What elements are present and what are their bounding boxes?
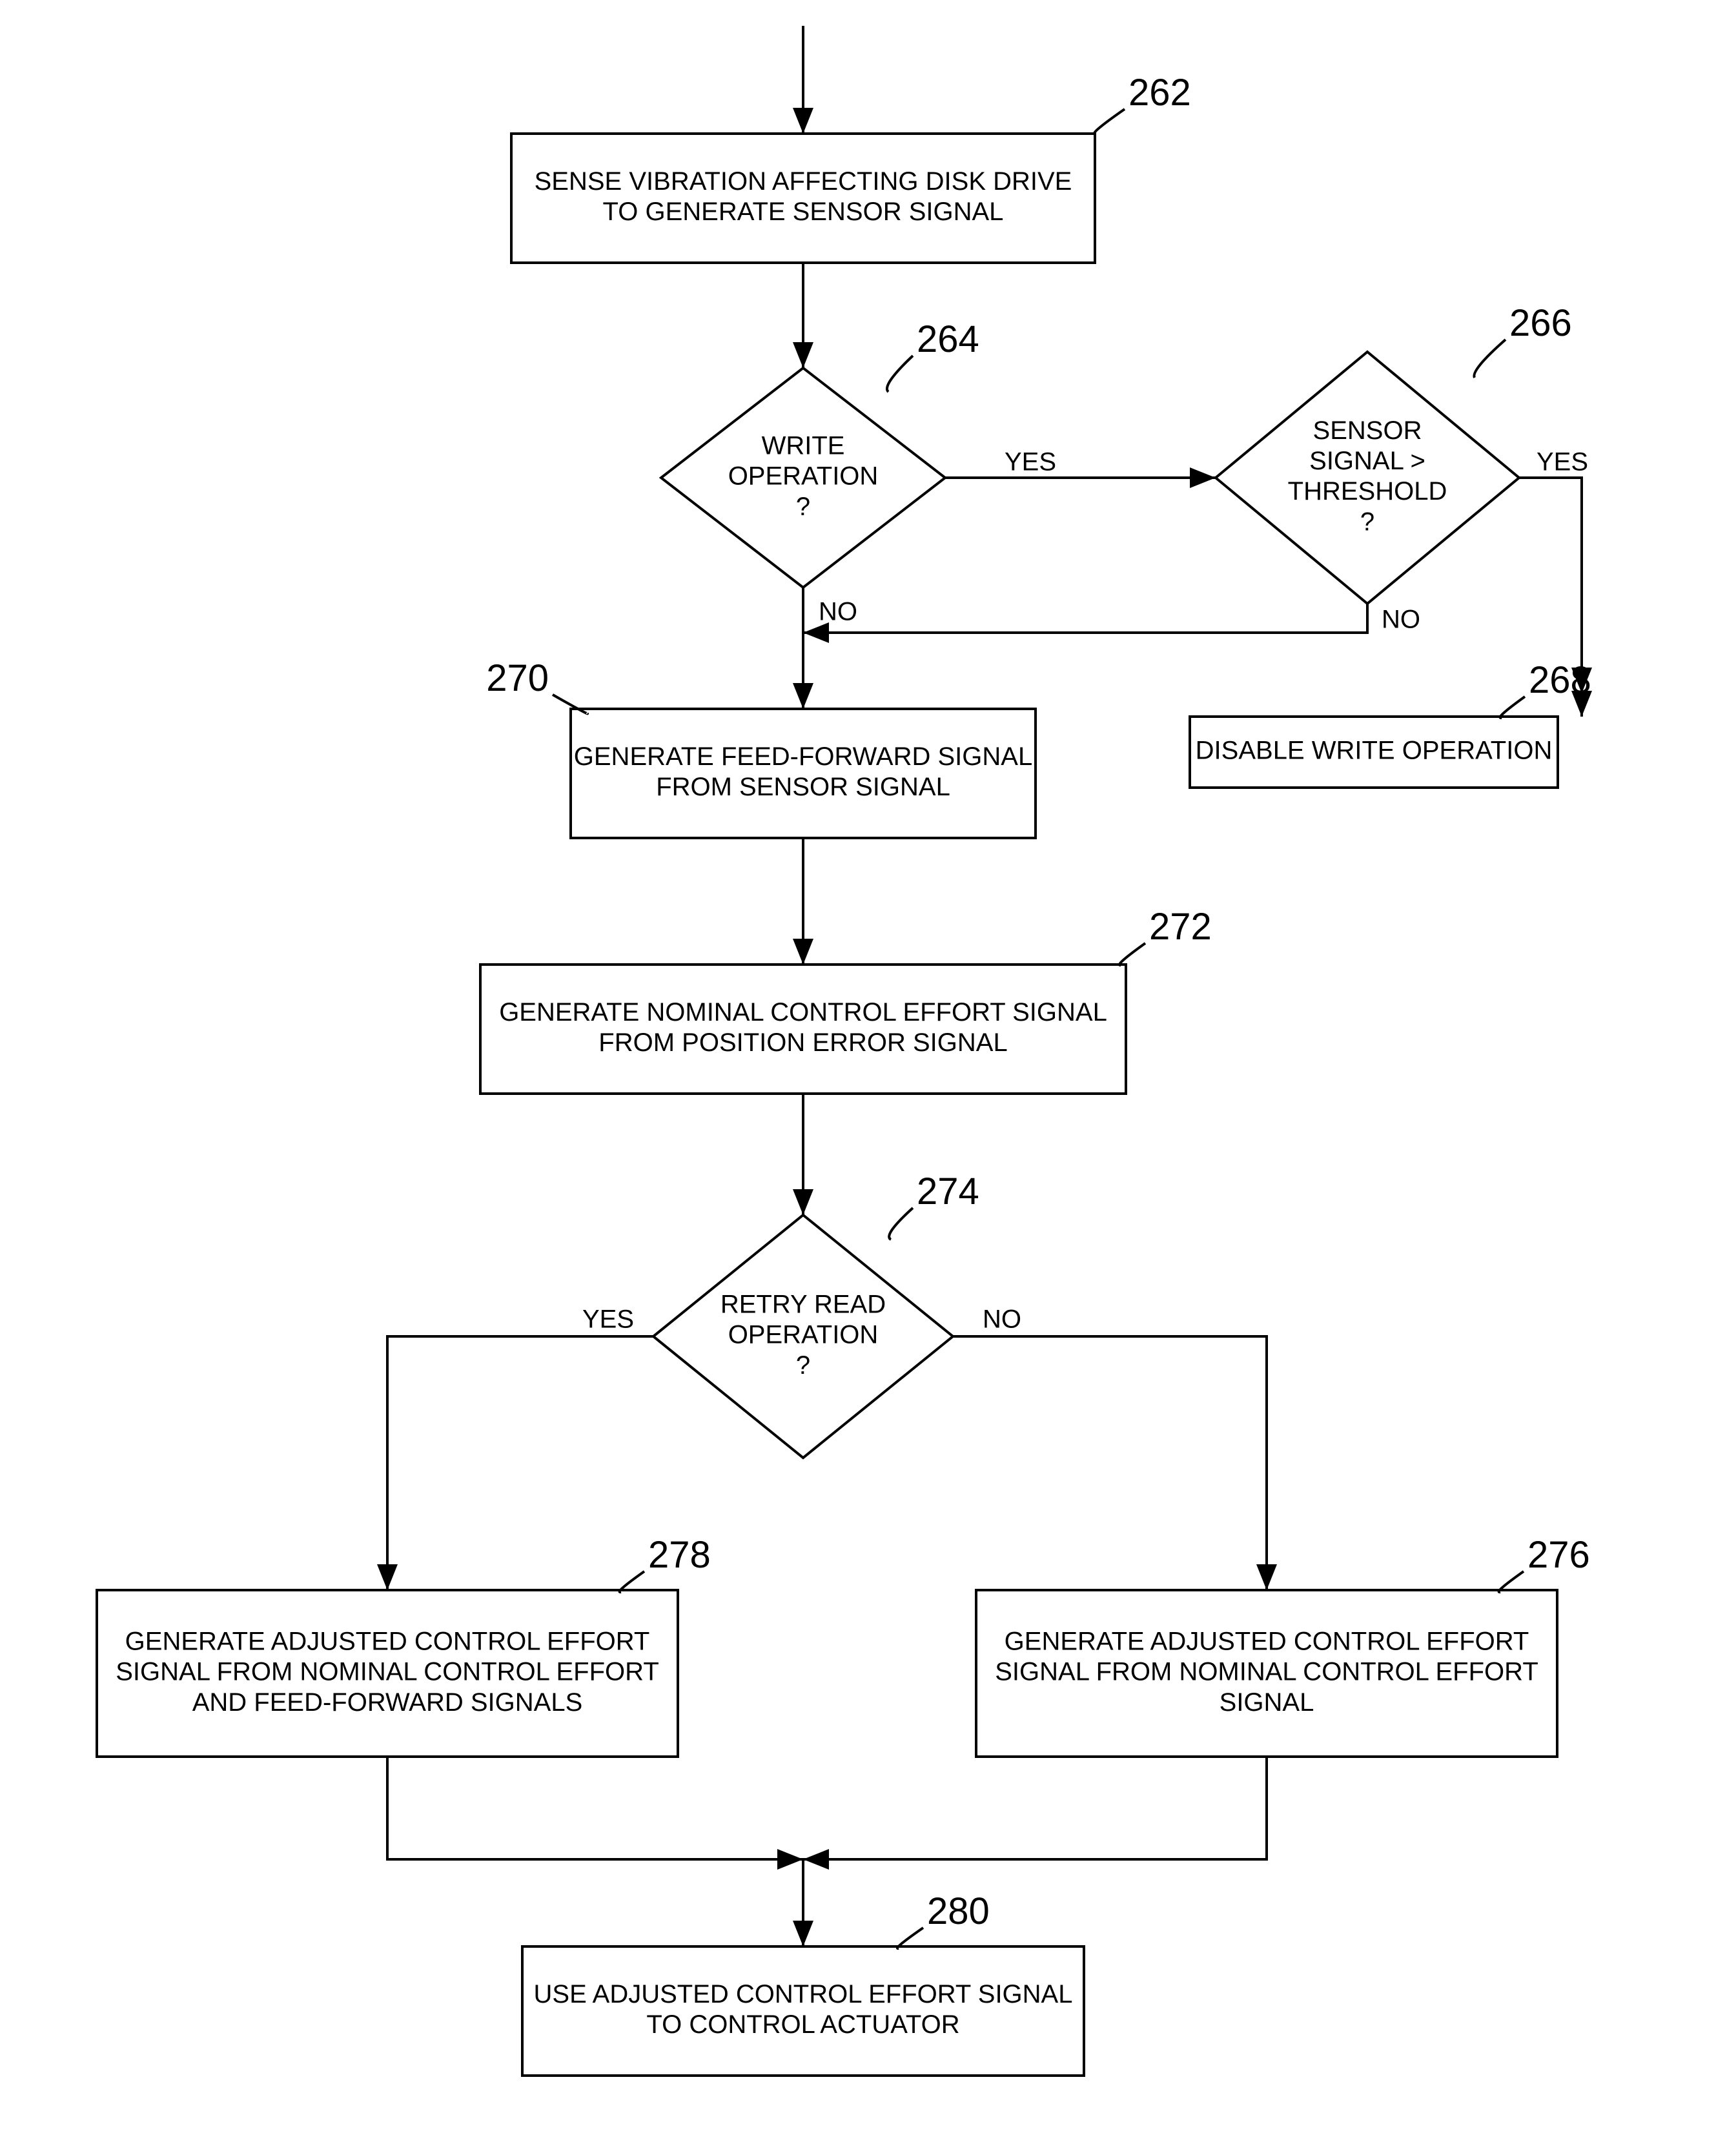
svg-text:280: 280 bbox=[927, 1890, 990, 1932]
svg-text:SIGNAL FROM NOMINAL CONTROL EF: SIGNAL FROM NOMINAL CONTROL EFFORT bbox=[995, 1658, 1538, 1686]
svg-text:266: 266 bbox=[1509, 302, 1572, 344]
svg-text:GENERATE ADJUSTED CONTROL EFFO: GENERATE ADJUSTED CONTROL EFFORT bbox=[125, 1627, 650, 1655]
svg-text:SIGNAL >: SIGNAL > bbox=[1309, 447, 1425, 475]
svg-text:NO: NO bbox=[819, 598, 857, 626]
svg-text:OPERATION: OPERATION bbox=[728, 1321, 879, 1349]
svg-text:NO: NO bbox=[983, 1305, 1021, 1334]
svg-text:YES: YES bbox=[1537, 448, 1588, 476]
svg-text:GENERATE NOMINAL CONTROL EFFOR: GENERATE NOMINAL CONTROL EFFORT SIGNAL bbox=[499, 998, 1107, 1026]
svg-text:YES: YES bbox=[1005, 448, 1056, 476]
svg-text:?: ? bbox=[1360, 507, 1374, 536]
svg-text:SENSE VIBRATION AFFECTING DISK: SENSE VIBRATION AFFECTING DISK DRIVE bbox=[535, 167, 1072, 196]
svg-text:268: 268 bbox=[1529, 659, 1591, 701]
svg-text:262: 262 bbox=[1128, 72, 1191, 114]
svg-text:NO: NO bbox=[1382, 606, 1420, 634]
svg-text:?: ? bbox=[796, 1351, 810, 1380]
svg-text:FROM POSITION ERROR SIGNAL: FROM POSITION ERROR SIGNAL bbox=[598, 1028, 1007, 1057]
svg-text:SIGNAL: SIGNAL bbox=[1220, 1688, 1314, 1717]
svg-text:272: 272 bbox=[1149, 906, 1212, 948]
svg-text:YES: YES bbox=[582, 1305, 634, 1334]
svg-text:GENERATE ADJUSTED CONTROL EFFO: GENERATE ADJUSTED CONTROL EFFORT bbox=[1005, 1627, 1529, 1655]
svg-text:GENERATE FEED-FORWARD SIGNAL: GENERATE FEED-FORWARD SIGNAL bbox=[574, 742, 1032, 771]
svg-text:278: 278 bbox=[648, 1534, 711, 1576]
svg-text:TO CONTROL ACTUATOR: TO CONTROL ACTUATOR bbox=[646, 2010, 959, 2039]
svg-text:264: 264 bbox=[917, 318, 979, 360]
svg-text:RETRY READ: RETRY READ bbox=[720, 1290, 886, 1318]
svg-text:SENSOR: SENSOR bbox=[1313, 416, 1422, 445]
svg-text:AND FEED-FORWARD SIGNALS: AND FEED-FORWARD SIGNALS bbox=[192, 1688, 583, 1717]
svg-text:?: ? bbox=[796, 493, 810, 521]
svg-text:276: 276 bbox=[1527, 1534, 1590, 1576]
svg-text:WRITE: WRITE bbox=[762, 431, 845, 460]
svg-text:274: 274 bbox=[917, 1170, 979, 1212]
svg-text:OPERATION: OPERATION bbox=[728, 462, 879, 491]
svg-text:SIGNAL FROM NOMINAL CONTROL EF: SIGNAL FROM NOMINAL CONTROL EFFORT bbox=[116, 1658, 659, 1686]
svg-text:DISABLE WRITE OPERATION: DISABLE WRITE OPERATION bbox=[1196, 737, 1553, 765]
svg-text:TO GENERATE SENSOR SIGNAL: TO GENERATE SENSOR SIGNAL bbox=[603, 198, 1004, 226]
svg-text:USE ADJUSTED CONTROL EFFORT SI: USE ADJUSTED CONTROL EFFORT SIGNAL bbox=[534, 1980, 1073, 2008]
svg-text:270: 270 bbox=[486, 657, 549, 699]
svg-text:FROM SENSOR SIGNAL: FROM SENSOR SIGNAL bbox=[656, 773, 950, 801]
svg-text:THRESHOLD: THRESHOLD bbox=[1288, 477, 1447, 506]
